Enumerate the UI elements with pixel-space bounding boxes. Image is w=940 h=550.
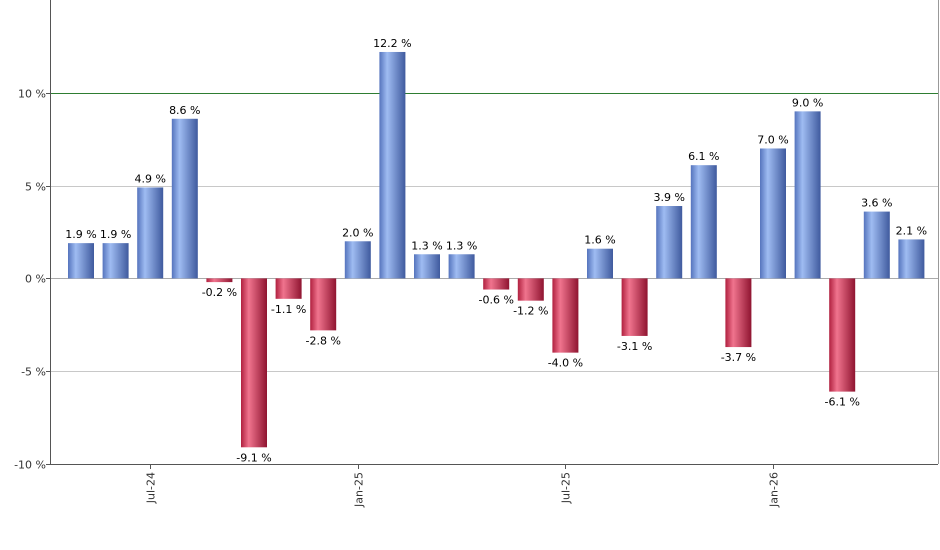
data-label: -2.8 % xyxy=(305,334,340,347)
data-label: 4.9 % xyxy=(134,172,165,185)
data-label: -3.7 % xyxy=(721,351,756,364)
data-label: -6.1 % xyxy=(824,396,859,409)
bars xyxy=(68,51,925,448)
y-tick-label: 5 % xyxy=(25,181,46,194)
data-label: 3.9 % xyxy=(653,191,684,204)
x-tick-label: Jan-25 xyxy=(353,472,366,508)
data-labels: 1.9 % 1.9 % 4.9 % 8.6 % -0.2 % -9.1 % -1.1 % -2… xyxy=(65,37,927,464)
bar xyxy=(137,187,164,279)
data-label: 1.9 % xyxy=(100,228,131,241)
bar xyxy=(414,254,440,279)
bar xyxy=(621,278,648,336)
bar xyxy=(241,278,267,448)
bar xyxy=(171,118,198,279)
bar xyxy=(483,278,510,290)
data-label: -1.2 % xyxy=(513,305,548,318)
data-label: -0.6 % xyxy=(478,294,513,307)
data-label: -1.1 % xyxy=(271,303,306,316)
data-label: 2.0 % xyxy=(342,226,373,239)
bar xyxy=(448,254,475,279)
bar xyxy=(898,239,925,279)
data-label: -9.1 % xyxy=(236,451,271,464)
data-label: 1.9 % xyxy=(65,228,96,241)
x-tick-label: Jan-26 xyxy=(768,472,781,508)
y-tick-label: 0 % xyxy=(25,273,46,286)
data-label: 3.6 % xyxy=(861,197,892,210)
bar xyxy=(552,278,579,353)
bar xyxy=(829,278,856,392)
bar xyxy=(760,148,786,279)
data-label: 1.6 % xyxy=(584,234,615,247)
bar xyxy=(206,278,233,283)
bar xyxy=(379,51,406,279)
bar xyxy=(68,243,94,279)
bar xyxy=(587,248,613,279)
data-label: 2.1 % xyxy=(896,224,927,237)
y-tick-label: 10 % xyxy=(18,88,46,101)
bar xyxy=(275,278,302,299)
data-label: -4.0 % xyxy=(548,357,583,370)
x-tick-label: Jul-24 xyxy=(145,472,158,504)
tick-labels: -10 % -5 % 0 % 5 % 10 % Jul-24 Jan-25 Jul-25 Jan… xyxy=(14,88,780,508)
data-label: 12.2 % xyxy=(373,37,411,50)
data-label: 1.3 % xyxy=(446,239,477,252)
axes xyxy=(46,0,939,469)
x-tick-label: Jul-25 xyxy=(560,472,573,504)
bar xyxy=(725,278,752,348)
y-tick-label: -5 % xyxy=(21,366,46,379)
data-label: 1.3 % xyxy=(411,239,442,252)
bar xyxy=(310,278,337,331)
bar xyxy=(863,211,890,279)
bar xyxy=(690,165,717,279)
data-label: 6.1 % xyxy=(688,150,719,163)
data-label: -3.1 % xyxy=(617,340,652,353)
data-label: 9.0 % xyxy=(792,96,823,109)
bar xyxy=(517,278,544,301)
data-label: 8.6 % xyxy=(169,104,200,117)
bar xyxy=(794,111,821,279)
bar xyxy=(344,241,371,279)
data-label: -0.2 % xyxy=(202,286,237,299)
bar xyxy=(102,243,129,279)
bar xyxy=(656,206,683,279)
data-label: 7.0 % xyxy=(757,133,788,146)
y-tick-label: -10 % xyxy=(14,459,46,472)
